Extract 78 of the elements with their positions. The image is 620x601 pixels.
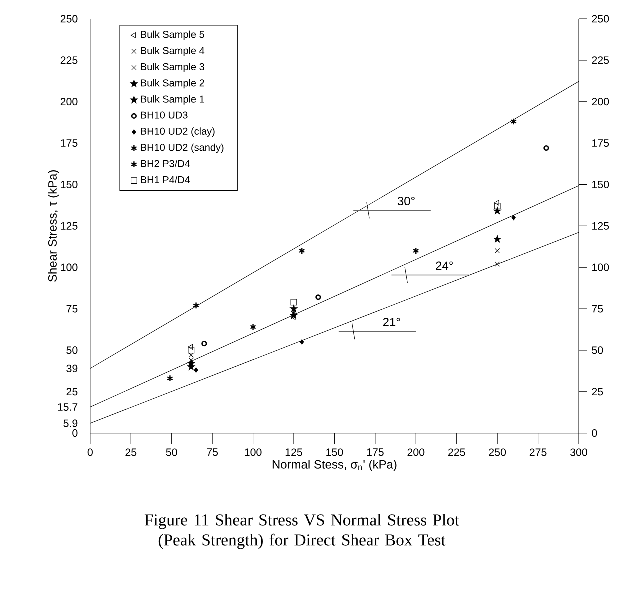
- y-tick-label: 50: [66, 346, 78, 354]
- y-tick-label: 150: [61, 180, 78, 188]
- point: [202, 341, 208, 347]
- y-tick-label: 39: [66, 364, 78, 372]
- y-tick-label: 5.9: [64, 420, 78, 428]
- point: [495, 262, 500, 267]
- annotation: 24°: [436, 262, 453, 270]
- legend-label: Bulk Sample 5: [141, 30, 204, 40]
- x-axis-title: Normal Stess, σ$_{n}$' (kPa): [272, 460, 397, 472]
- x-tick-label: 75: [207, 448, 218, 456]
- point: [290, 299, 298, 306]
- point: [494, 203, 501, 210]
- legend-label: BH10 UD3: [141, 112, 188, 119]
- x-tick-label: 0: [88, 448, 93, 456]
- point: [494, 207, 502, 215]
- x-tick-label: 175: [367, 448, 384, 456]
- point: [494, 235, 502, 243]
- point: [188, 344, 194, 350]
- x-tick-label: 100: [245, 448, 262, 456]
- y2-tick-label: 50: [592, 346, 604, 354]
- y-tick-label: 175: [61, 140, 78, 148]
- y2-tick-label: 200: [592, 98, 610, 106]
- point: [413, 247, 420, 255]
- point: [194, 368, 198, 374]
- y-tick-label: 25: [66, 388, 78, 396]
- point: [494, 200, 500, 206]
- y-tick-label: 15.7: [58, 404, 78, 412]
- point: [316, 294, 322, 300]
- point: [298, 247, 306, 255]
- legend-label: BH10 UD2 (sandy): [141, 144, 224, 154]
- x-tick-label: 225: [448, 448, 466, 456]
- legend-label: Bulk Sample 2: [141, 79, 204, 89]
- point: [290, 305, 298, 312]
- point: [167, 375, 174, 382]
- legend-label: Bulk Sample 1: [141, 96, 204, 105]
- point: [300, 339, 304, 345]
- legend-label: BH2 P3/D4: [141, 160, 190, 168]
- x-tick-label: 200: [408, 448, 425, 456]
- y-tick-label: 75: [66, 305, 78, 313]
- x-tick-label: 125: [286, 448, 302, 456]
- y-tick-label: 125: [61, 222, 78, 230]
- x-tick-label: 250: [489, 448, 506, 456]
- y2-tick-label: 25: [592, 388, 604, 396]
- y2-tick-label: 175: [592, 140, 610, 148]
- y-tick-label: 100: [61, 264, 78, 272]
- legend-label: BH1 P4/D4: [141, 176, 190, 184]
- legend-label: Bulk Sample 3: [141, 63, 204, 72]
- legend-label: BH10 UD2 (clay): [141, 128, 215, 137]
- point: [510, 118, 517, 126]
- y2-tick-label: 250: [592, 15, 610, 23]
- y2-tick-label: 75: [592, 305, 604, 313]
- y2-tick-label: 0: [592, 430, 598, 438]
- caption: Figure 11 Shear Stress VS Normal Stress Plot (Peak Strength) for Direct Shear Box Test: [144, 514, 460, 550]
- legend-label: Bulk Sample 4: [141, 47, 205, 56]
- point: [188, 358, 194, 363]
- point: [193, 302, 200, 310]
- x-tick-label: 275: [530, 448, 547, 456]
- y2-tick-label: 225: [592, 56, 610, 64]
- y-tick-label: 200: [60, 98, 78, 106]
- point: [188, 352, 194, 358]
- y2-tick-label: 100: [592, 264, 610, 272]
- annotation: 21°: [383, 318, 400, 326]
- y2-tick-label: 125: [592, 222, 610, 230]
- point: [544, 145, 550, 152]
- x-tick-label: 25: [126, 448, 137, 456]
- point: [250, 324, 256, 331]
- y-tick-label: 250: [60, 15, 78, 23]
- y2-tick-label: 150: [592, 180, 610, 188]
- y-tick-label: 225: [60, 56, 78, 64]
- x-tick-label: 150: [326, 448, 344, 456]
- x-tick-label: 300: [570, 448, 588, 456]
- point: [188, 347, 195, 354]
- y-axis-title: Shear Stress, τ (kPa): [48, 170, 60, 282]
- point: [495, 248, 500, 254]
- point: [512, 215, 516, 221]
- x-tick-label: 50: [166, 448, 178, 456]
- y-tick-label: 0: [72, 430, 78, 438]
- annotation: 30°: [398, 197, 415, 206]
